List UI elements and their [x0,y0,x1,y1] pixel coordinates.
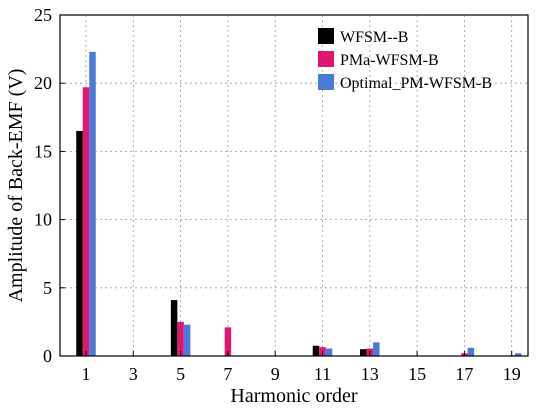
plot-frame [59,14,529,357]
legend: WFSM--B PMa-WFSM-B Optimal_PM-WFSM-B [318,28,492,92]
y-tick-label: 10 [34,210,52,230]
bar-optimal-pm-wfsm-b-h17 [467,347,475,356]
legend-swatch [318,51,334,67]
x-tick-label: 11 [314,364,331,384]
legend-swatch [318,28,334,44]
y-tick-label: 0 [43,346,52,366]
x-tick-label: 17 [455,364,473,384]
x-tick-label: 7 [223,364,232,384]
bar-optimal-pm-wfsm-b-h5 [183,324,191,356]
x-tick-label: 3 [129,364,138,384]
y-tick-label: 25 [34,5,52,25]
x-tick-label: 13 [361,364,379,384]
legend-label: PMa-WFSM-B [340,52,439,69]
x-axis-label: Harmonic order [230,385,358,407]
y-axis-label: Amplitude of Back-EMF (V) [5,69,27,303]
x-tick-label: 5 [176,364,185,384]
legend-label: WFSM--B [340,29,408,46]
y-tick-label: 5 [43,278,52,298]
y-tick-label: 15 [34,141,52,161]
bar-wfsm-b-h1 [76,130,83,356]
bar-pma-wfsm-b-h5 [177,321,184,356]
x-tick-label: 15 [408,364,426,384]
bar-optimal-pm-wfsm-b-h13 [373,342,380,356]
bar-wfsm-b-h5 [170,300,178,356]
bar-optimal-pm-wfsm-b-h19 [514,353,522,356]
x-tick-label: 9 [271,364,280,384]
bar-wfsm-b-h13 [360,349,367,356]
y-tick-label: 20 [34,73,52,93]
bar-optimal-pm-wfsm-b-h11 [325,348,333,356]
x-tick-label: 19 [503,364,521,384]
x-tick-label: 1 [82,364,91,384]
legend-label: Optimal_PM-WFSM-B [340,75,492,92]
bar-wfsm-b-h11 [312,345,320,356]
bar-pma-wfsm-b-h1 [82,87,90,357]
bar-optimal-pm-wfsm-b-h1 [89,51,96,356]
bar-pma-wfsm-b-h7 [224,327,232,356]
grid-lines [60,15,528,356]
legend-swatch [318,74,334,90]
